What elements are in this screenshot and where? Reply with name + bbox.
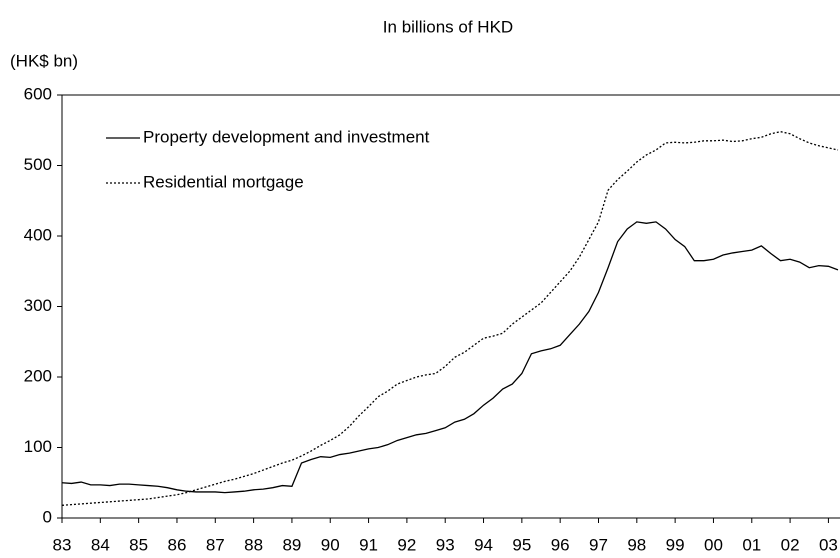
series-line (61, 221, 839, 494)
x-tick-label: 96 (551, 535, 570, 554)
x-tick-label: 99 (666, 535, 685, 554)
x-tick-label: 87 (206, 535, 225, 554)
legend-label: Residential mortgage (143, 172, 304, 191)
x-tick-label: 01 (742, 535, 761, 554)
legend-label: Property development and investment (143, 127, 430, 146)
x-tick-label: 00 (704, 535, 723, 554)
series-line (61, 130, 839, 506)
x-tick-label: 92 (397, 535, 416, 554)
x-tick-label: 97 (589, 535, 608, 554)
x-tick-label: 98 (627, 535, 646, 554)
x-tick-label: 95 (512, 535, 531, 554)
x-tick-label: 84 (91, 535, 110, 554)
y-tick-label: 200 (24, 366, 52, 385)
y-tick-label: 400 (24, 225, 52, 244)
x-tick-label: 93 (436, 535, 455, 554)
y-tick-label: 0 (43, 507, 52, 526)
y-axis-label: (HK$ bn) (10, 51, 78, 70)
x-tick-label: 88 (244, 535, 263, 554)
x-tick-label: 86 (168, 535, 187, 554)
y-tick-label: 500 (24, 155, 52, 174)
y-tick-label: 300 (24, 296, 52, 315)
x-tick-label: 85 (129, 535, 148, 554)
chart-title: In billions of HKD (383, 17, 513, 36)
y-tick-label: 100 (24, 437, 52, 456)
x-tick-label: 03 (819, 535, 838, 554)
x-tick-label: 02 (781, 535, 800, 554)
y-tick-label: 600 (24, 84, 52, 103)
x-tick-label: 90 (321, 535, 340, 554)
x-tick-label: 83 (53, 535, 72, 554)
x-tick-label: 94 (474, 535, 493, 554)
x-tick-label: 89 (282, 535, 301, 554)
x-tick-label: 91 (359, 535, 378, 554)
